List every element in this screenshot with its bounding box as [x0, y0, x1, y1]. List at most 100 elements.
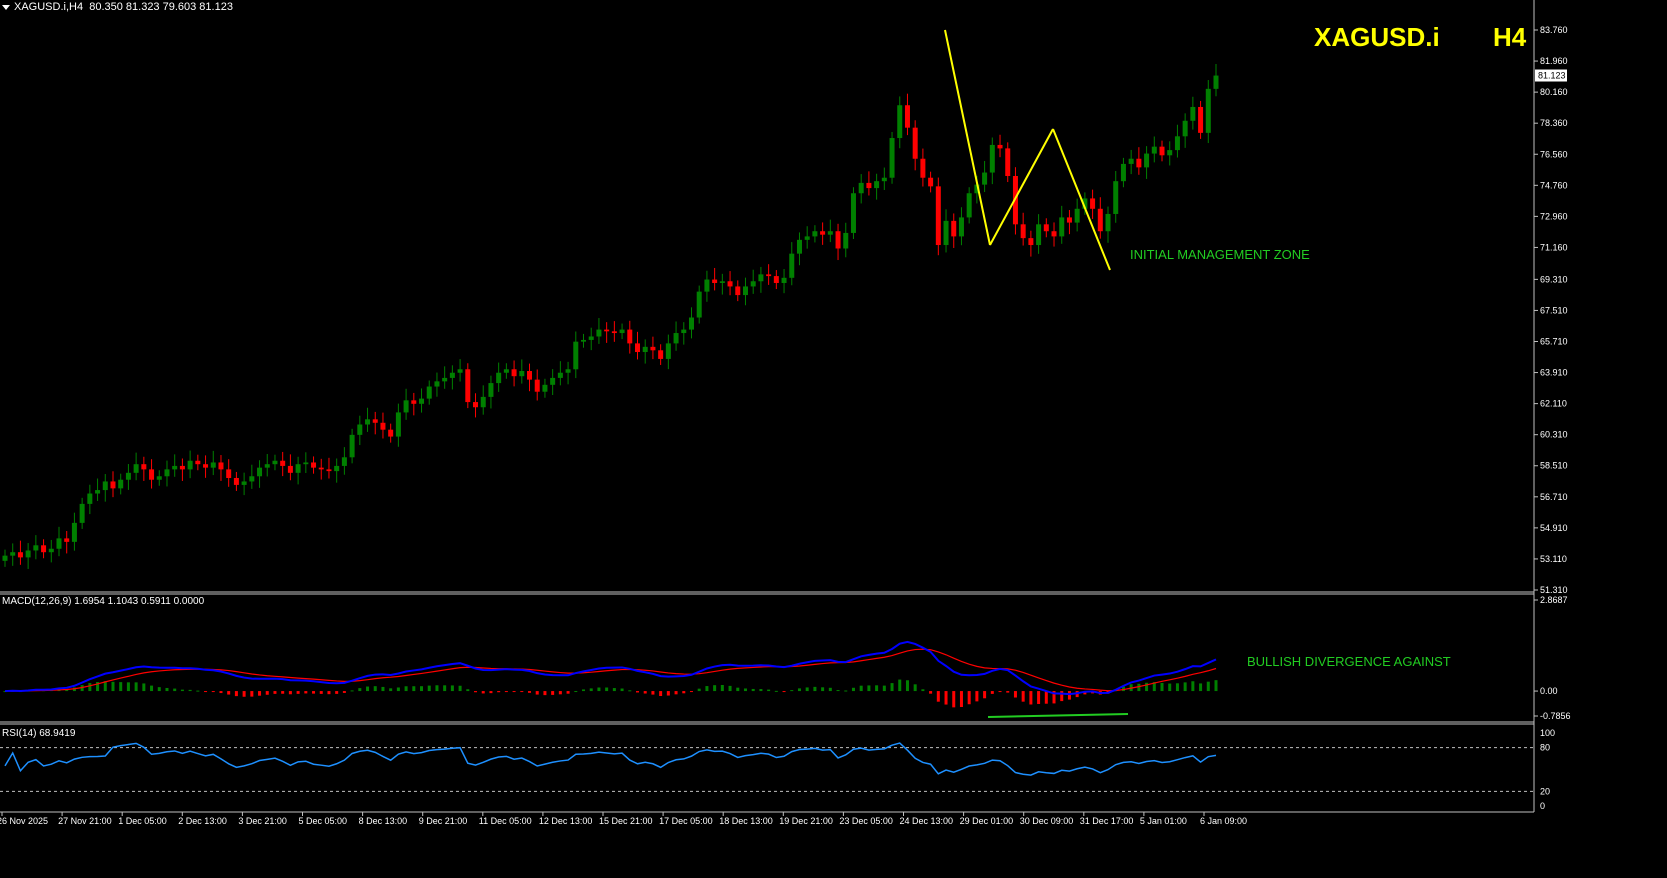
candle-body	[172, 465, 178, 470]
candle-body	[241, 481, 247, 485]
candle-body	[989, 144, 995, 173]
time-tick-label: 31 Dec 17:00	[1080, 816, 1134, 826]
macd-hist-bar	[366, 686, 370, 692]
price-tick-label: 71.160	[1540, 242, 1568, 252]
macd-hist-bar	[250, 691, 254, 697]
macd-hist-bar	[1191, 681, 1195, 692]
time-axis: 26 Nov 2025 27 Nov 21:00 1 Dec 05:00 2 Dec …	[0, 812, 1247, 826]
macd-hist-bar	[1083, 691, 1087, 695]
macd-hist-bar	[1121, 686, 1125, 692]
macd-hist-bar	[1067, 691, 1071, 700]
candle-body	[33, 545, 39, 551]
macd-hist-bar	[126, 682, 130, 692]
zone-annotation: INITIAL MANAGEMENT ZONE	[1130, 247, 1310, 262]
candle-body	[1182, 120, 1188, 137]
candle-body	[395, 412, 401, 437]
macd-hist-bar	[165, 687, 169, 692]
candle-body	[804, 236, 810, 240]
macd-hist-bar	[273, 691, 277, 694]
macd-hist-bar	[635, 691, 639, 693]
macd-hist-bar	[281, 691, 285, 694]
macd-hist-bar	[782, 691, 786, 693]
candle-body	[480, 396, 486, 408]
price-tick-label: 72.960	[1540, 211, 1568, 221]
macd-hist-bar	[196, 690, 200, 692]
candle-body	[41, 545, 47, 553]
time-tick-label: 6 Jan 09:00	[1200, 816, 1247, 826]
candle-body	[1036, 224, 1042, 246]
macd-hist-bar	[1206, 681, 1210, 692]
macd-hist-bar	[389, 688, 393, 692]
candle-body	[488, 383, 494, 397]
time-tick-label: 18 Dec 13:00	[719, 816, 773, 826]
candle-body	[334, 465, 340, 472]
candle-body	[87, 493, 93, 504]
candle-body	[179, 465, 185, 470]
macd-hist-bar	[296, 691, 300, 694]
macd-hist-bar	[975, 691, 979, 702]
candle-body	[203, 464, 209, 468]
candle-body	[619, 329, 625, 334]
macd-hist-bar	[813, 686, 817, 692]
macd-hist-bar	[936, 691, 940, 702]
macd-hist-bar	[913, 684, 917, 692]
macd-hist-bar	[558, 691, 562, 695]
macd-hist-bar	[898, 679, 902, 692]
macd-hist-bar	[412, 686, 416, 692]
macd-hist-bar	[952, 691, 956, 708]
candle-body	[835, 231, 841, 249]
candle-body	[95, 490, 101, 494]
macd-hist-bar	[1029, 691, 1033, 705]
candle-body	[1151, 146, 1157, 154]
macd-hist-bar	[528, 691, 532, 693]
candle-body	[843, 232, 849, 249]
candle-body	[1198, 106, 1204, 133]
candle-body	[218, 462, 224, 470]
candle-body	[982, 172, 988, 185]
candle-body	[164, 469, 170, 477]
candle-body	[457, 369, 463, 373]
candle-body	[465, 369, 471, 403]
macd-hist-bar	[103, 681, 107, 692]
candle-body	[365, 419, 371, 425]
w-pattern-lines	[944, 29, 1111, 271]
time-tick-label: 12 Dec 13:00	[539, 816, 593, 826]
candle-body	[627, 329, 633, 344]
macd-hist-bar	[589, 688, 593, 692]
price-tick-label: 74.760	[1540, 180, 1568, 190]
candle-body	[519, 371, 525, 377]
macd-hist-bar	[1060, 691, 1064, 702]
macd-main-line	[4, 640, 1217, 696]
macd-hist-bar	[474, 691, 478, 693]
candle-body	[881, 177, 887, 182]
candle-body	[2, 555, 8, 561]
candle-body	[634, 343, 640, 353]
macd-hist-bar	[1013, 691, 1017, 698]
candle-body	[542, 384, 548, 392]
macd-hist-bar	[88, 683, 92, 692]
current-price-label: 81.123	[1538, 71, 1566, 81]
candle-body	[380, 422, 386, 430]
candle-body	[1051, 231, 1057, 237]
candle-body	[1028, 238, 1034, 246]
candle-body	[1205, 88, 1211, 133]
candle-body	[850, 193, 856, 233]
price-tick-label: 56.710	[1540, 492, 1568, 502]
macd-hist-bar	[890, 683, 894, 692]
macd-hist-bar	[767, 689, 771, 692]
macd-tick-label: 2.8687	[1540, 595, 1568, 605]
macd-hist-bar	[219, 691, 223, 694]
candle-body	[742, 286, 748, 296]
divergence-line	[987, 713, 1129, 718]
candle-body	[403, 400, 409, 413]
candle-body	[951, 220, 957, 237]
candle-body	[118, 479, 124, 489]
rsi-axis: 100 80 20 0	[1540, 728, 1555, 811]
macd-label: MACD(12,26,9) 1.6954 1.1043 0.5911 0.000…	[2, 596, 205, 607]
candle-body	[496, 372, 502, 384]
time-tick-label: 30 Dec 09:00	[1020, 816, 1074, 826]
chevron-down-icon[interactable]	[2, 4, 10, 10]
macd-hist-bar	[605, 687, 609, 692]
macd-hist-bar	[736, 687, 740, 692]
